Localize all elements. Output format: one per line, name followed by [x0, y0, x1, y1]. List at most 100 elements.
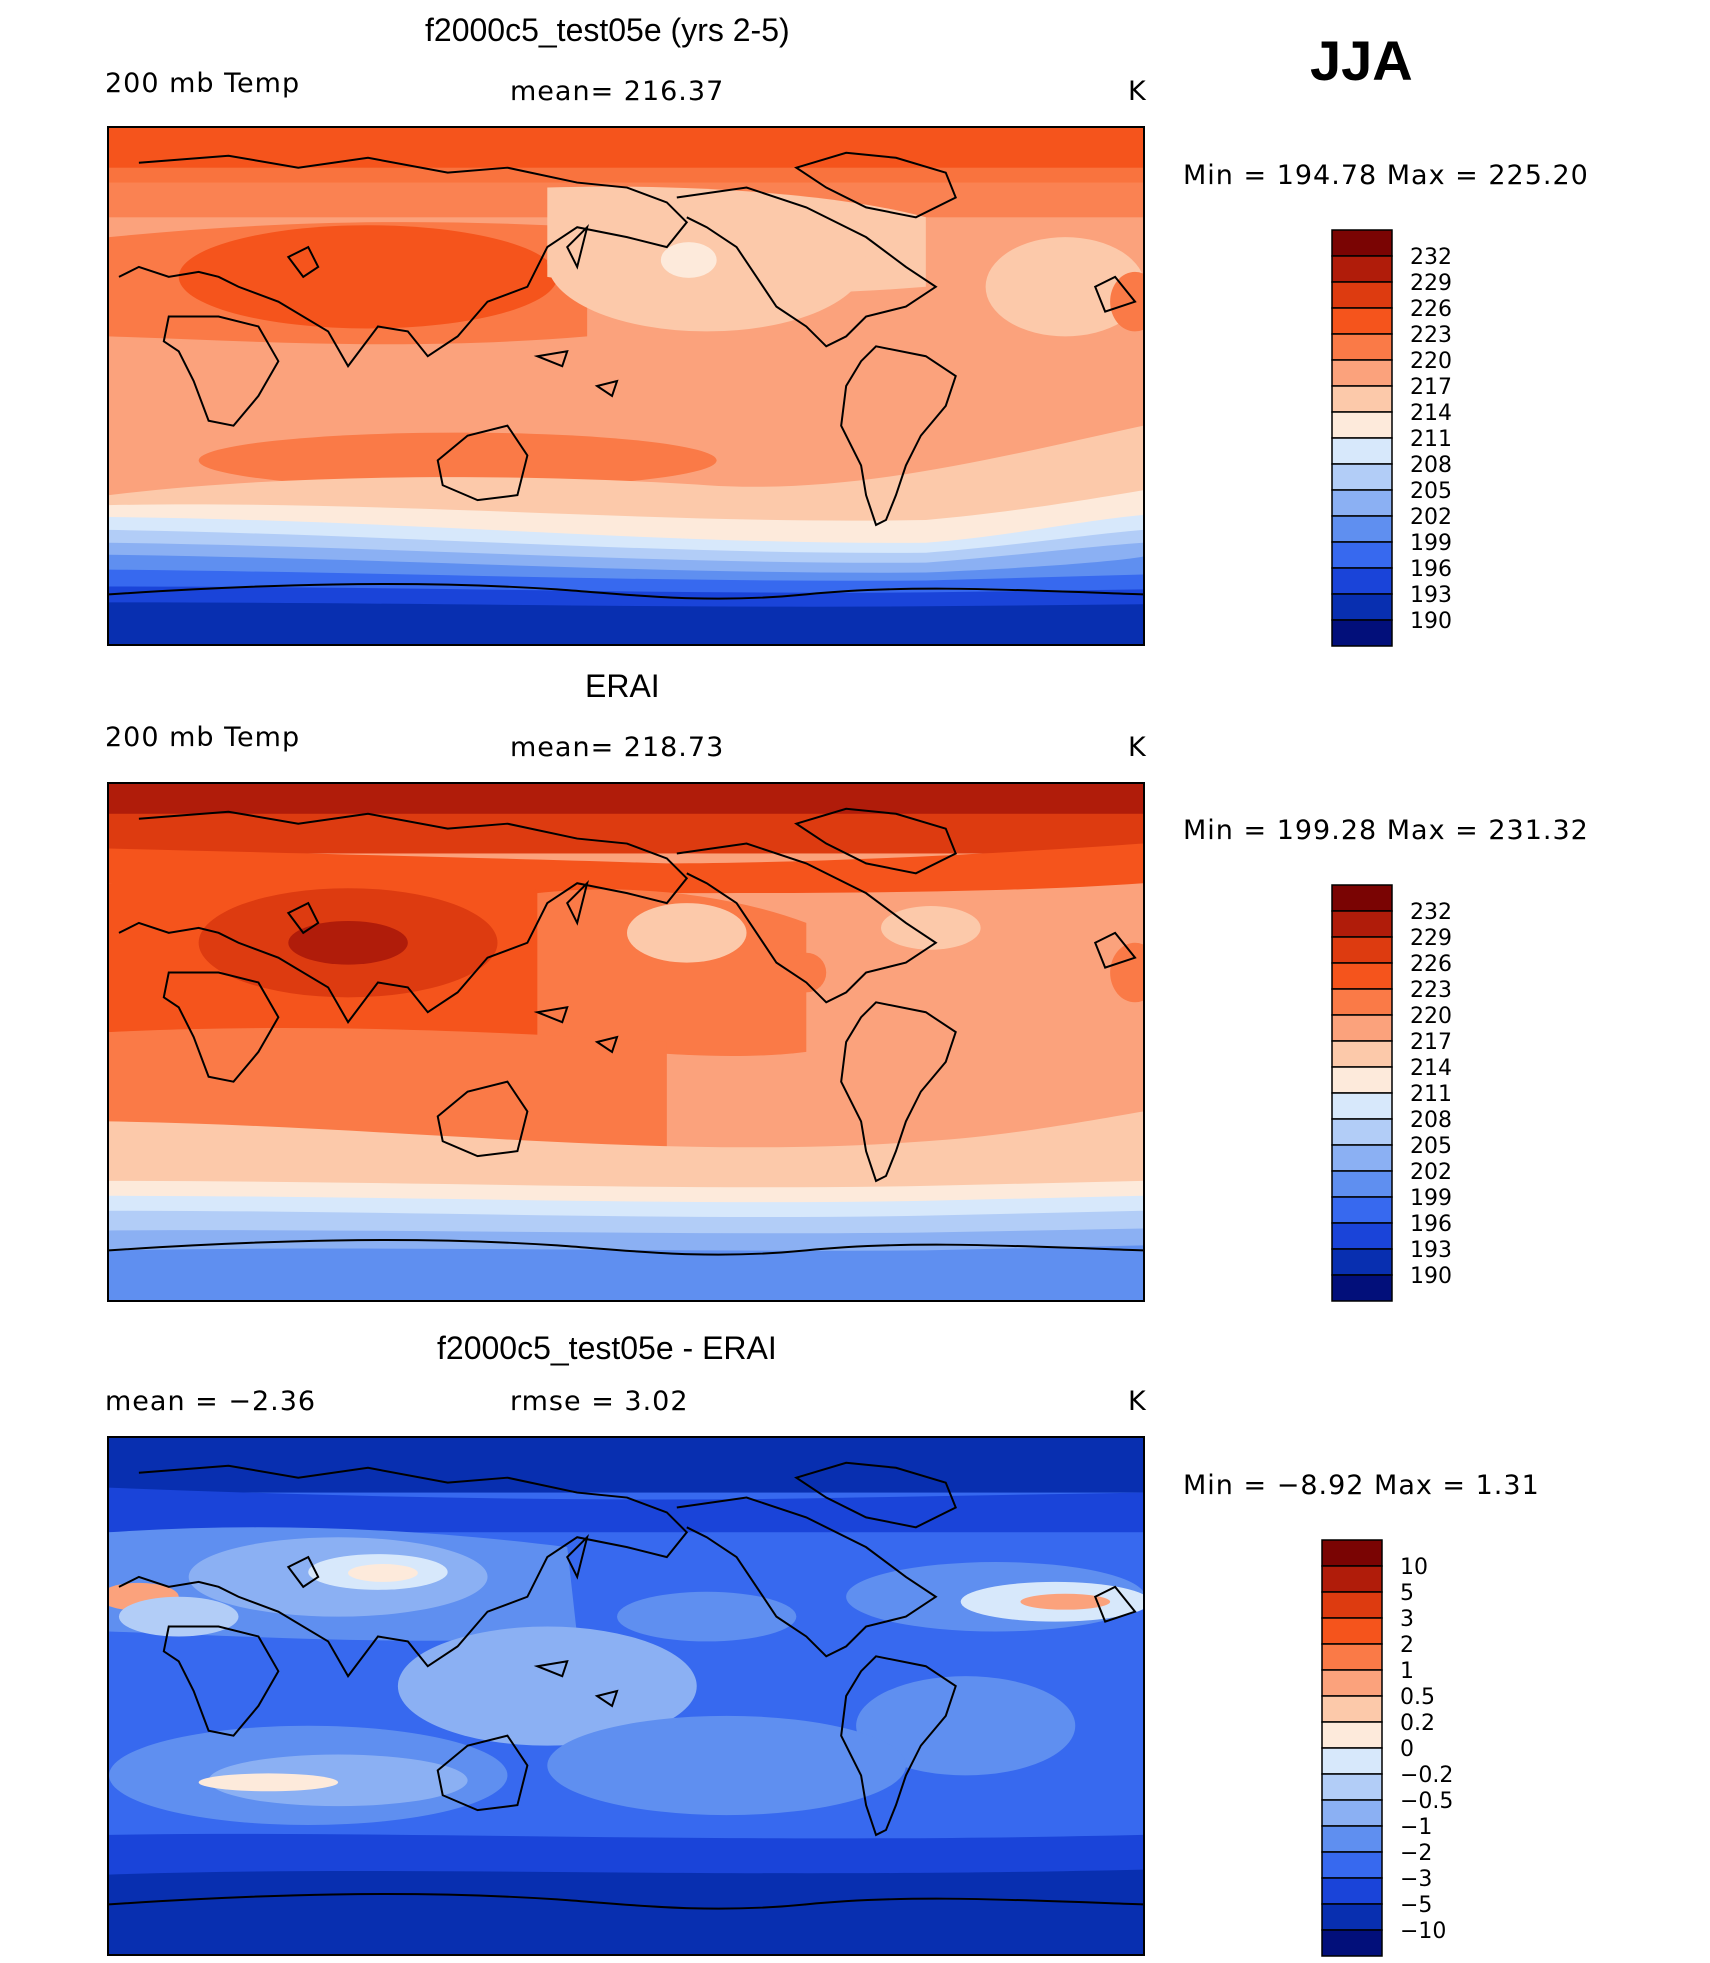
colorbar-swatch [1321, 1721, 1383, 1749]
colorbar-swatch [1331, 910, 1393, 938]
colorbar-svg-obs: 2322292262232202172142112082052021991961… [1331, 884, 1452, 1302]
colorbar-swatch [1321, 1617, 1383, 1645]
colorbar-swatch [1331, 936, 1393, 964]
colorbar-tick-label: 10 [1400, 1555, 1428, 1580]
minmax-label-obs: Min = 199.28 Max = 231.32 [1183, 815, 1589, 846]
colorbar-swatch [1331, 1196, 1393, 1224]
colorbar-swatch [1331, 593, 1393, 621]
colorbar-tick-label: 232 [1410, 900, 1452, 925]
colorbar-swatch [1321, 1799, 1383, 1827]
panel-variable-label: 200 mb Temp [105, 722, 301, 753]
colorbar-tick-label: −0.5 [1400, 1789, 1453, 1814]
colorbar-tick-label: 2 [1400, 1633, 1414, 1658]
colorbar-tick-label: 205 [1410, 1134, 1452, 1159]
colorbar-tick-label: −5 [1400, 1893, 1432, 1918]
colorbar-tick-label: 211 [1410, 1082, 1452, 1107]
colorbar-tick-label: 199 [1410, 1186, 1452, 1211]
colorbar-tick-label: 190 [1410, 1264, 1452, 1289]
contour-map-obs [109, 784, 1143, 1300]
panel-units-label: K [1128, 1386, 1147, 1417]
colorbar-swatch [1321, 1539, 1383, 1567]
colorbar-tick-label: 217 [1410, 1030, 1452, 1055]
colorbar-swatch [1321, 1877, 1383, 1905]
colorbar-tick-label: 226 [1410, 297, 1452, 322]
panel-rmse-label: rmse = 3.02 [510, 1386, 689, 1417]
colorbar-swatch [1331, 1092, 1393, 1120]
map-panel-diff [107, 1436, 1145, 1956]
colorbar-tick-label: −10 [1400, 1919, 1446, 1944]
colorbar-tick-label: 3 [1400, 1607, 1414, 1632]
colorbar-swatch [1321, 1929, 1383, 1957]
colorbar-swatch [1321, 1851, 1383, 1879]
colorbar-swatch [1321, 1773, 1383, 1801]
colorbar-tick-label: 196 [1410, 1212, 1452, 1237]
colorbar-swatch [1331, 1248, 1393, 1276]
colorbar-tick-label: 220 [1410, 349, 1452, 374]
colorbar-swatch [1331, 437, 1393, 465]
panel-units-label: K [1128, 732, 1147, 763]
panel-variable-label: 200 mb Temp [105, 68, 301, 99]
panel-mean-label: mean= 216.37 [510, 76, 725, 107]
colorbar-tick-label: 223 [1410, 978, 1452, 1003]
colorbar-tick-label: 223 [1410, 323, 1452, 348]
colorbar-tick-label: 208 [1410, 1108, 1452, 1133]
panel-title-obs: ERAI [585, 668, 660, 704]
colorbar-svg-model: 2322292262232202172142112082052021991961… [1331, 229, 1452, 647]
colorbar-swatch [1331, 1014, 1393, 1042]
colorbar-swatch [1321, 1695, 1383, 1723]
colorbar-diff: 10 5 3 2 1 0.5 0.2 0 −0.2 −0.5 −1 −2 −3 −5 −10 [1320, 1538, 1490, 1957]
colorbar-tick-label: 196 [1410, 557, 1452, 582]
panel-title-model: f2000c5_test05e (yrs 2-5) [425, 12, 790, 48]
colorbar-swatch [1331, 1274, 1393, 1302]
colorbar-tick-label: 193 [1410, 1238, 1452, 1263]
colorbar-swatch [1321, 1903, 1383, 1931]
colorbar-tick-label: 214 [1410, 1056, 1452, 1081]
panel-units-label: K [1128, 76, 1147, 107]
colorbar-swatch [1331, 229, 1393, 257]
colorbar-swatch [1331, 988, 1393, 1016]
colorbar-swatch [1331, 1222, 1393, 1250]
colorbar-swatch [1331, 884, 1393, 912]
colorbar-tick-label: 199 [1410, 531, 1452, 556]
colorbar-swatch [1331, 333, 1393, 361]
colorbar-tick-label: 220 [1410, 1004, 1452, 1029]
colorbar-swatch [1331, 359, 1393, 387]
colorbar-swatch [1331, 1040, 1393, 1068]
colorbar-swatch [1331, 619, 1393, 647]
colorbar-swatch [1321, 1591, 1383, 1619]
minmax-label-model: Min = 194.78 Max = 225.20 [1183, 160, 1589, 191]
colorbar-swatch [1331, 962, 1393, 990]
colorbar-tick-label: 226 [1410, 952, 1452, 977]
colorbar-tick-label: 229 [1410, 926, 1452, 951]
colorbar-tick-label: 202 [1410, 1160, 1452, 1185]
map-panel-obs [107, 782, 1145, 1302]
colorbar-swatch [1331, 541, 1393, 569]
colorbar-tick-label: 229 [1410, 271, 1452, 296]
colorbar-swatch [1331, 281, 1393, 309]
colorbar-obs: 232 229 226 223 220 217 214 211 208 205 202 199 196 1… [1330, 883, 1490, 1302]
colorbar-tick-label: −1 [1400, 1815, 1432, 1840]
colorbar-swatch [1331, 515, 1393, 543]
season-label: JJA [1310, 29, 1413, 92]
colorbar-swatch [1321, 1565, 1383, 1593]
colorbar-swatch [1331, 1170, 1393, 1198]
colorbar-swatch [1331, 489, 1393, 517]
colorbar-swatch [1321, 1669, 1383, 1697]
colorbar-tick-label: 208 [1410, 453, 1452, 478]
colorbar-tick-label: 193 [1410, 583, 1452, 608]
contour-map-model [109, 128, 1143, 644]
colorbar-tick-label: 0.5 [1400, 1685, 1435, 1710]
colorbar-swatch [1331, 307, 1393, 335]
colorbar-tick-label: −0.2 [1400, 1763, 1453, 1788]
colorbar-tick-label: 5 [1400, 1581, 1414, 1606]
colorbar-tick-label: 217 [1410, 375, 1452, 400]
colorbar-tick-label: 1 [1400, 1659, 1414, 1684]
colorbar-tick-label: 190 [1410, 609, 1452, 634]
colorbar-swatch [1321, 1747, 1383, 1775]
colorbar-swatch [1331, 385, 1393, 413]
colorbar-tick-label: 0.2 [1400, 1711, 1435, 1736]
map-panel-model [107, 126, 1145, 646]
colorbar-tick-label: 214 [1410, 401, 1452, 426]
colorbar-swatch [1331, 411, 1393, 439]
